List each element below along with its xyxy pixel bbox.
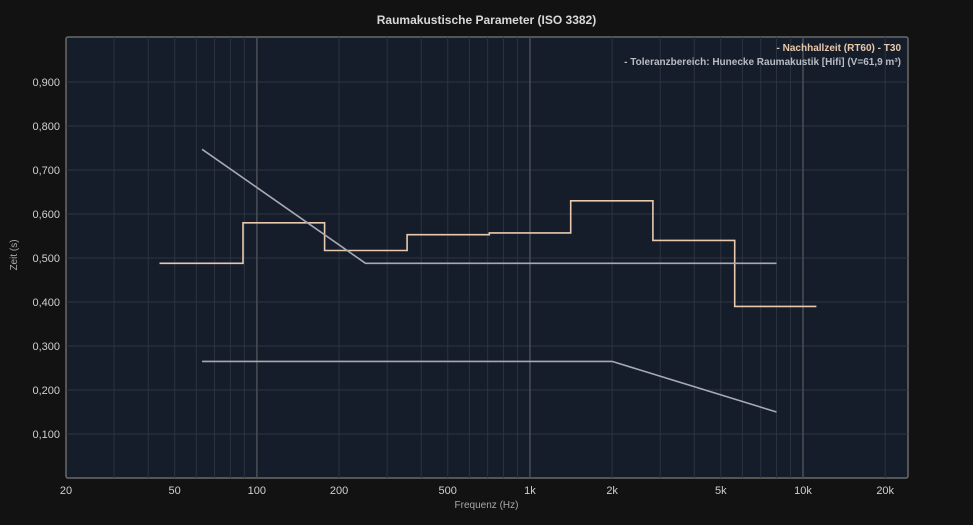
y-tick-label: 0,800 <box>32 121 60 133</box>
series-tolerance-line-upper[interactable] <box>201 148 777 265</box>
y-tick-label: 0,400 <box>32 297 60 309</box>
x-tick-label: 200 <box>330 485 348 497</box>
y-tick-labels: 0,100 0,200 0,300 0,400 0,500 0,600 0,700 0,800… <box>32 77 60 441</box>
legend-item-tolerance[interactable]: - Toleranzbereich: Hunecke Raumakustik [… <box>624 57 901 68</box>
x-tick-label: 20 <box>60 485 72 497</box>
x-tick-labels: 20 50 100 200 500 1k 2k 5k 10k 20k <box>60 485 895 497</box>
x-axis-label: Frequenz (Hz) <box>455 500 519 511</box>
x-tick-label: 50 <box>169 485 181 497</box>
legend-item-rt60[interactable]: - Nachhallzeit (RT60) - T30 <box>777 43 902 54</box>
x-tick-label: 100 <box>248 485 266 497</box>
x-tick-label: 2k <box>606 485 618 497</box>
y-tick-label: 0,100 <box>32 429 60 441</box>
legend: - Nachhallzeit (RT60) - T30 - Toleranzbe… <box>624 43 901 68</box>
y-axis-label: Zeit (s) <box>9 239 20 270</box>
x-tick-label: 1k <box>524 485 536 497</box>
series-tolerance-line-lower[interactable] <box>202 360 777 413</box>
grid-major <box>256 37 804 478</box>
series-layer <box>159 148 817 413</box>
x-tick-label: 5k <box>715 485 727 497</box>
x-tick-label: 10k <box>794 485 812 497</box>
y-tick-label: 0,700 <box>32 165 60 177</box>
y-tick-label: 0,900 <box>32 77 60 89</box>
chart-title: Raumakustische Parameter (ISO 3382) <box>377 13 596 27</box>
y-tick-label: 0,300 <box>32 341 60 353</box>
y-tick-label: 0,500 <box>32 253 60 265</box>
grid-minor <box>66 37 908 478</box>
series-rt60-line[interactable] <box>159 200 817 308</box>
y-tick-label: 0,600 <box>32 209 60 221</box>
y-tick-label: 0,200 <box>32 385 60 397</box>
x-tick-label: 500 <box>439 485 457 497</box>
x-tick-label: 20k <box>876 485 894 497</box>
